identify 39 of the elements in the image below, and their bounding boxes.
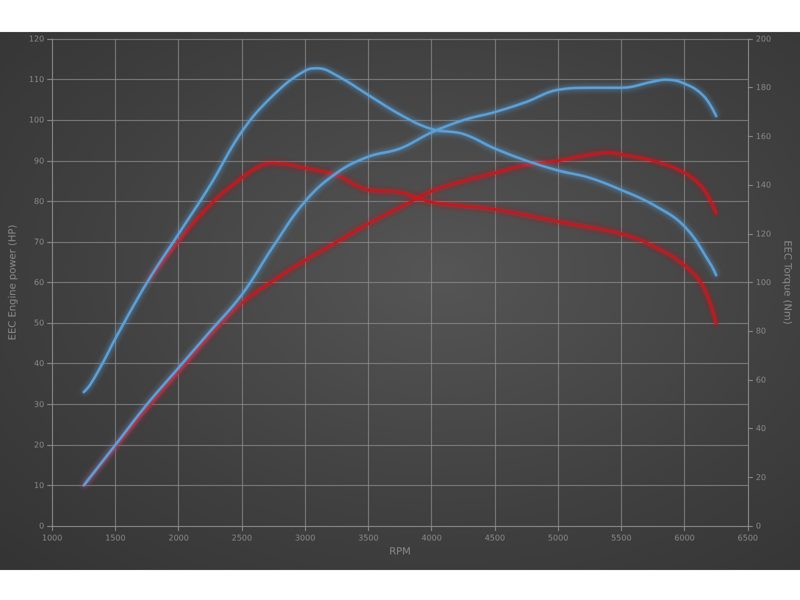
y-tick-label: 50	[34, 318, 44, 328]
y2-tick-label: 200	[756, 34, 772, 44]
y-tick-label: 40	[34, 359, 44, 368]
x-tick-label: 1000	[42, 534, 62, 542]
y2-tick-label: 180	[756, 83, 772, 92]
y2-tick-label: 100	[756, 278, 772, 287]
y2-tick-label: 60	[756, 375, 766, 384]
y-tick-label: 110	[28, 75, 44, 84]
x-tick-label: 5000	[548, 534, 568, 542]
y-axis-title: EEC Engine power (HP)	[8, 224, 18, 340]
y2-tick-label: 40	[756, 424, 766, 434]
x-tick-label: 2500	[232, 534, 252, 542]
y2-tick-label: 0	[756, 522, 761, 530]
y2-tick-label: 160	[756, 132, 772, 141]
y2-axis-title: EEC Torque (Nm)	[782, 240, 792, 325]
y2-tick-label: 120	[756, 229, 772, 238]
y-tick-label: 90	[34, 156, 44, 166]
x-tick-label: 4000	[421, 534, 442, 542]
x-tick-label: 6000	[674, 534, 695, 542]
x-tick-label: 2000	[168, 534, 189, 542]
y-tick-label: 100	[28, 116, 44, 125]
y-tick-label: 20	[34, 440, 44, 450]
y-tick-label: 60	[34, 278, 44, 287]
y-tick-label: 120	[28, 34, 44, 44]
y-tick-label: 70	[34, 237, 44, 246]
y-tick-label: 0	[39, 522, 44, 530]
x-tick-label: 3000	[294, 534, 316, 542]
x-tick-label: 1500	[105, 534, 126, 542]
x-tick-label: 6500	[738, 534, 758, 542]
x-tick-label: 5500	[611, 534, 632, 542]
y-tick-label: 10	[34, 480, 44, 490]
x-tick-label: 3500	[358, 534, 379, 542]
y2-tick-label: 20	[756, 472, 766, 482]
y-tick-label: 80	[34, 196, 44, 206]
x-tick-label: 4500	[484, 534, 506, 542]
y2-tick-label: 140	[756, 180, 772, 190]
y2-tick-label: 80	[756, 326, 766, 336]
x-axis-title: RPM	[389, 546, 411, 558]
y-tick-label: 30	[34, 400, 44, 409]
